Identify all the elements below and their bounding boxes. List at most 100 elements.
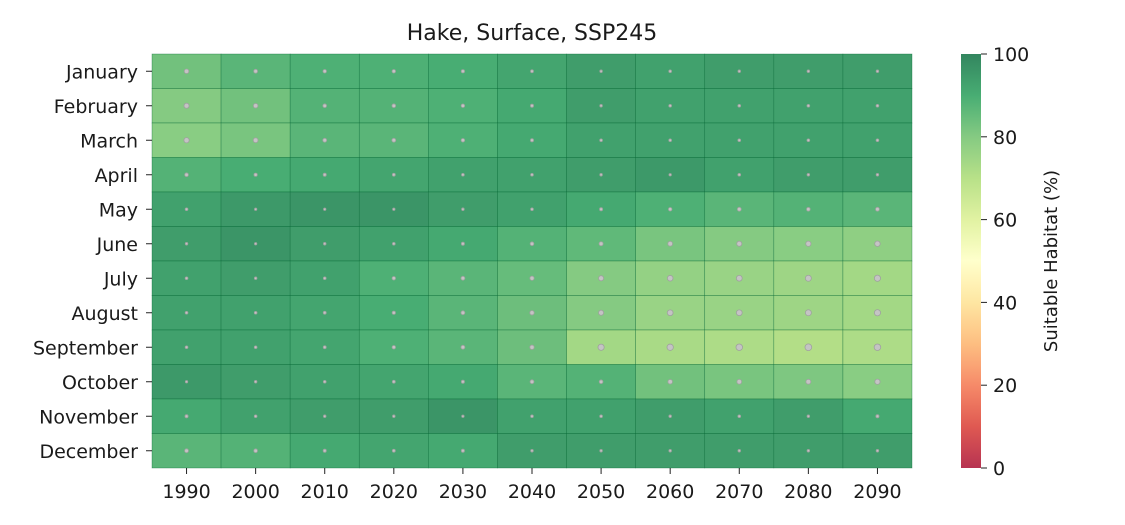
cell-marker [184, 448, 189, 454]
cell-marker [806, 414, 811, 418]
colorbar-tick-label: 80 [993, 127, 1017, 149]
cell-marker [804, 309, 812, 317]
cell-marker [391, 448, 396, 453]
cell-marker [736, 378, 743, 385]
cell-marker [184, 276, 189, 281]
x-tick-label: 2000 [231, 481, 279, 503]
cell-marker [391, 137, 397, 143]
cell-marker [253, 380, 258, 384]
cell-marker [253, 172, 258, 177]
chart-title: Hake, Surface, SSP245 [407, 21, 658, 46]
cell-marker [253, 414, 258, 419]
x-tick-label: 2090 [853, 481, 901, 503]
cell-marker [668, 138, 672, 143]
cell-marker [323, 207, 327, 211]
cell-marker [599, 207, 604, 212]
cell-marker [183, 137, 190, 144]
cell-marker [392, 241, 396, 246]
x-tick-label: 2030 [439, 481, 487, 503]
cell-marker [530, 69, 534, 74]
colorbar-tick-label: 40 [993, 292, 1017, 314]
cell-marker [253, 276, 258, 280]
cell-marker [737, 103, 742, 108]
cell-marker [252, 137, 259, 144]
cell-marker [599, 173, 603, 177]
cell-marker [598, 309, 605, 316]
x-tick-label: 2050 [577, 481, 625, 503]
cell-marker [460, 275, 466, 281]
cell-marker [875, 206, 880, 212]
cell-marker [253, 448, 258, 453]
cell-marker [391, 69, 396, 74]
cell-marker [875, 449, 880, 453]
heatmap-cells [151, 53, 913, 469]
cell-marker [873, 274, 881, 282]
cell-marker [322, 310, 327, 315]
y-axis: January February March April May June July Augu… [33, 61, 152, 463]
x-axis: 1990 2000 2010 2020 2030 2040 2050 2060 2070 2080… [162, 468, 902, 503]
x-tick-label: 2060 [646, 481, 694, 503]
cell-marker [668, 449, 672, 453]
y-tick-label: May [99, 199, 138, 221]
cell-marker [252, 103, 259, 109]
cell-marker [668, 207, 673, 212]
heatmap-markers [183, 68, 882, 454]
cell-marker [184, 345, 189, 350]
cell-marker [599, 69, 603, 73]
cell-marker [805, 240, 812, 247]
cell-marker [529, 241, 535, 246]
cell-marker [461, 207, 465, 211]
cell-marker [322, 345, 327, 350]
y-tick-label: April [95, 165, 138, 187]
cell-marker [322, 69, 327, 74]
cell-marker [460, 69, 465, 74]
cell-marker [392, 207, 396, 211]
cell-marker [391, 379, 396, 384]
cell-marker [461, 172, 465, 177]
cell-marker [323, 242, 327, 246]
y-tick-label: December [39, 441, 138, 463]
y-tick-label: February [54, 96, 138, 118]
cell-marker [806, 207, 811, 212]
cell-marker [667, 379, 673, 385]
cell-marker [460, 379, 465, 384]
cell-marker [460, 448, 465, 453]
y-tick-label: October [62, 372, 138, 394]
cell-marker [391, 103, 397, 108]
x-tick-label: 2040 [508, 481, 556, 503]
cell-marker [460, 310, 466, 316]
cell-marker [599, 449, 603, 453]
cell-marker [322, 379, 327, 384]
x-tick-label: 2070 [715, 481, 763, 503]
cell-marker [461, 414, 465, 418]
cell-marker [874, 378, 881, 385]
y-tick-label: January [65, 61, 138, 83]
colorbar-tick-label: 0 [993, 458, 1005, 480]
x-tick-label: 2020 [370, 481, 418, 503]
cell-marker [183, 102, 190, 109]
cell-marker [530, 172, 534, 177]
cell-marker [737, 449, 741, 453]
cell-marker [530, 138, 534, 143]
cell-marker [460, 344, 466, 350]
colorbar: 0 20 40 60 80 100 [961, 44, 1029, 480]
heatmap-cell [289, 88, 360, 124]
cell-marker [805, 378, 812, 385]
cell-marker [668, 103, 672, 108]
cell-marker [736, 206, 742, 212]
cell-marker [184, 414, 189, 419]
cell-marker [667, 240, 673, 247]
cell-marker [806, 173, 811, 177]
cell-marker [529, 310, 535, 316]
cell-marker [253, 345, 258, 350]
colorbar-tick-label: 20 [993, 375, 1017, 397]
heatmap-cell [497, 157, 567, 193]
cell-marker [598, 379, 604, 384]
cell-marker [183, 68, 190, 74]
cell-marker [875, 173, 880, 177]
cell-marker [599, 414, 603, 419]
cell-marker [875, 138, 880, 143]
y-tick-label: July [103, 268, 138, 290]
heatmap-cell [635, 53, 706, 89]
